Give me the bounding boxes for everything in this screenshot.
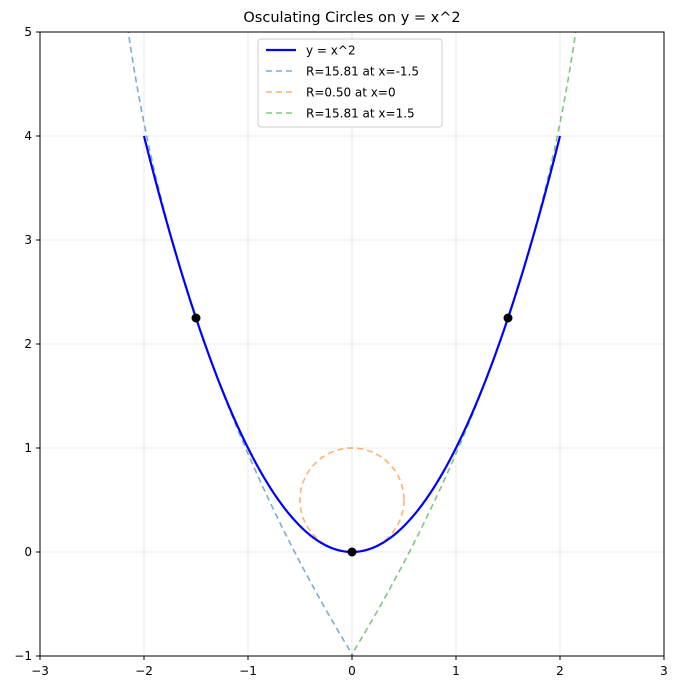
y-axis (36, 31, 40, 657)
y-tick-label: 4 (24, 129, 32, 143)
y-tick-label: 5 (24, 25, 32, 39)
x-axis (39, 656, 665, 660)
x-tick-label: 3 (660, 664, 668, 678)
legend-label: R=15.81 at x=1.5 (306, 107, 415, 121)
point-marker-center (347, 547, 357, 557)
x-tick-label: 1 (452, 664, 460, 678)
chart-title: Osculating Circles on y = x^2 (243, 10, 460, 26)
x-tick-label: 0 (348, 664, 356, 678)
point-marker-right (503, 313, 513, 323)
x-tick-labels: −3 −2 −1 0 1 2 3 (31, 664, 668, 678)
y-tick-label: 0 (24, 545, 32, 559)
y-tick-labels: −1 0 1 2 3 4 5 (14, 25, 32, 663)
x-tick-label: −1 (239, 664, 257, 678)
y-tick-label: 3 (24, 233, 32, 247)
x-tick-label: −2 (135, 664, 153, 678)
point-marker-left (191, 313, 201, 323)
legend-label: R=15.81 at x=-1.5 (306, 65, 419, 79)
legend-label: y = x^2 (306, 44, 356, 58)
x-tick-label: 2 (556, 664, 564, 678)
y-tick-label: 2 (24, 337, 32, 351)
x-tick-label: −3 (31, 664, 49, 678)
y-tick-label: 1 (24, 441, 32, 455)
legend-label: R=0.50 at x=0 (306, 86, 396, 100)
legend: y = x^2 R=15.81 at x=-1.5 R=0.50 at x=0 … (257, 38, 443, 128)
y-tick-label: −1 (14, 649, 32, 663)
